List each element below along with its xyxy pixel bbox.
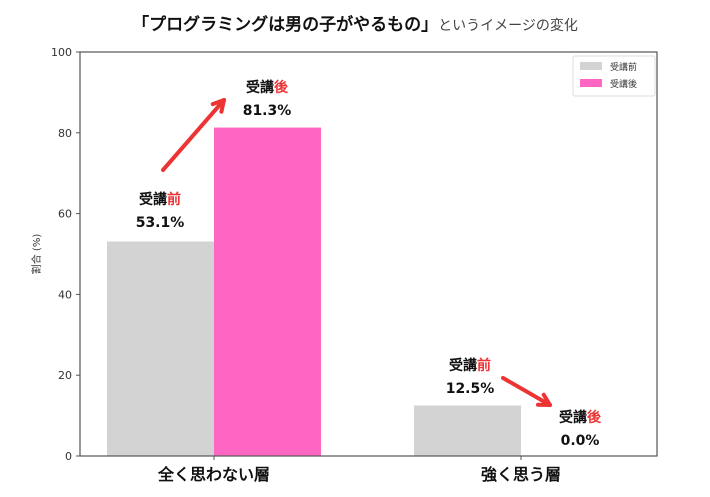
y-axis-label: 割合 (%)	[30, 234, 43, 275]
y-tick-label: 100	[51, 46, 72, 59]
annotation-label: 受講前	[139, 191, 181, 208]
legend-swatch	[580, 79, 602, 87]
annotation-value: 53.1%	[136, 215, 185, 231]
title-main: 「プログラミングは男の子がやるもの」	[132, 15, 439, 35]
title-sub: というイメージの変化	[438, 18, 578, 34]
x-tick-label: 強く思う層	[481, 465, 561, 484]
legend-label: 受講前	[610, 61, 637, 73]
chart-title: 「プログラミングは男の子がやるもの」というイメージの変化	[0, 10, 710, 35]
bar-0-1	[414, 405, 521, 456]
annotation-value: 12.5%	[446, 381, 495, 397]
plot-frame	[79, 51, 658, 457]
legend-swatch	[580, 62, 602, 70]
bar-0-0	[107, 241, 214, 456]
y-tick-label: 40	[58, 288, 72, 301]
annotation-label: 受講後	[246, 79, 289, 96]
y-tick-label: 60	[58, 208, 72, 221]
y-tick-label: 20	[58, 369, 72, 382]
y-tick-label: 0	[65, 450, 72, 463]
arrow-down-head	[536, 392, 552, 407]
y-tick-label: 80	[58, 127, 72, 140]
x-tick-label: 全く思わない層	[157, 465, 270, 484]
annotation-value: 81.3%	[243, 103, 292, 119]
annotation-label: 受講後	[559, 409, 602, 426]
bar-1-0	[214, 127, 321, 456]
annotation-value: 0.0%	[561, 433, 600, 449]
legend-label: 受講後	[610, 78, 637, 90]
annotation-label: 受講前	[449, 357, 491, 374]
arrow-up	[161, 98, 226, 172]
arrow-down	[501, 376, 552, 407]
arrow-up-head	[210, 98, 226, 114]
